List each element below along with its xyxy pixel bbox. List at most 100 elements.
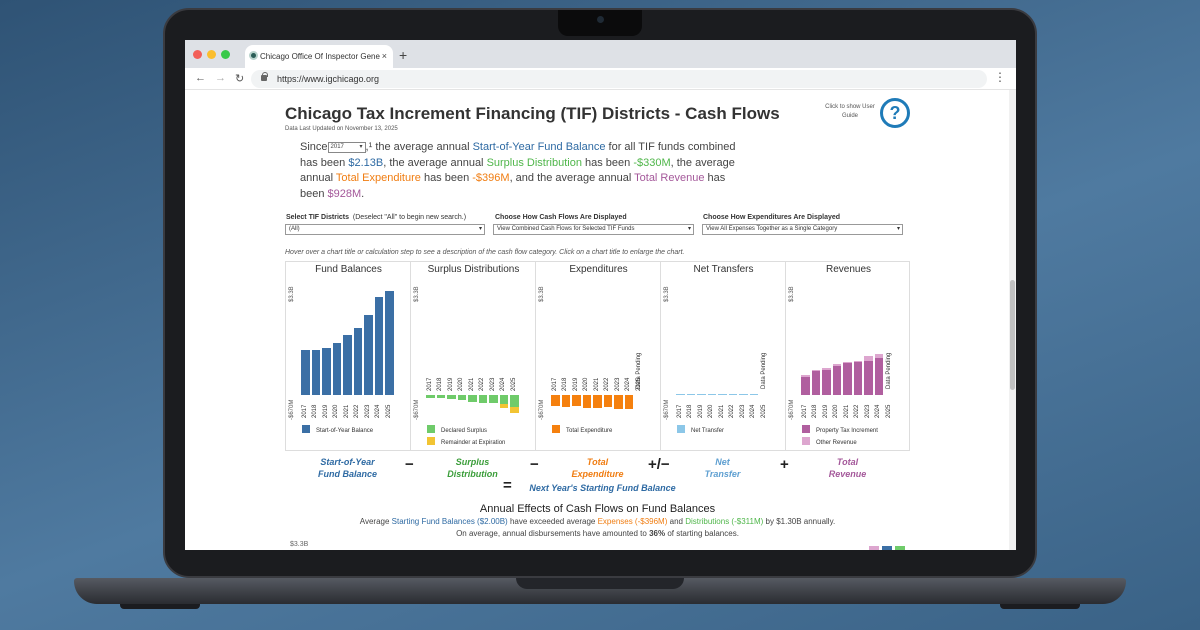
panel-title[interactable]: Expenditures bbox=[569, 264, 628, 275]
browser-tab-bar: Chicago Office Of Inspector Gene × + bbox=[185, 40, 1016, 68]
summary-text: has been bbox=[300, 172, 726, 200]
bar-net-transfer-2020 bbox=[707, 393, 716, 395]
legend-swatch bbox=[677, 425, 685, 433]
bar-total-expenditure-2023 bbox=[614, 395, 623, 409]
panel-title[interactable]: Revenues bbox=[825, 264, 872, 275]
bar-property-tax-increment-2021 bbox=[843, 363, 852, 395]
summary-text: , the average annual bbox=[383, 156, 487, 169]
reload-icon[interactable]: ↻ bbox=[235, 73, 245, 85]
formula-operator: + bbox=[780, 456, 789, 473]
formula-result[interactable]: Next Year's Starting Fund Balance bbox=[529, 483, 676, 493]
expenditure-display-select[interactable]: View All Expenses Together as a Single C… bbox=[702, 224, 903, 235]
summary-text: , and the average annual bbox=[509, 172, 635, 184]
bar-other-revenue-2020 bbox=[832, 364, 841, 366]
bar-start-of-year-balance-2025 bbox=[385, 290, 394, 395]
tif-district-select[interactable]: (All) bbox=[285, 224, 485, 235]
year-select[interactable]: 2017 bbox=[327, 141, 366, 153]
bar-net-transfer-2021 bbox=[718, 393, 727, 395]
scrollbar-thumb[interactable] bbox=[1010, 280, 1015, 390]
x-tick-label: 2023 bbox=[614, 377, 621, 391]
laptop-foot-left bbox=[120, 604, 200, 609]
bar-declared-surplus-2017 bbox=[426, 395, 435, 398]
help-icon[interactable]: ? bbox=[880, 98, 910, 128]
x-tick-label: 2022 bbox=[854, 404, 860, 418]
x-tick-label: 2017 bbox=[301, 404, 308, 418]
forward-icon[interactable]: → bbox=[215, 72, 226, 84]
cashflow-display-label: Choose How Cash Flows Are Displayed bbox=[495, 214, 627, 221]
x-tick-label: 2025 bbox=[885, 404, 892, 418]
expenditure-label: Total Expenditure bbox=[335, 172, 421, 184]
annual-text: have exceeded average bbox=[507, 517, 598, 526]
x-tick-label: 2023 bbox=[489, 377, 496, 391]
x-tick-label: 2020 bbox=[708, 404, 714, 418]
formula-term[interactable]: Surplus Distribution bbox=[447, 457, 498, 479]
x-tick-label: 2021 bbox=[718, 404, 725, 418]
panel-title[interactable]: Fund Balances bbox=[315, 264, 382, 275]
bar-other-revenue-2023 bbox=[864, 356, 873, 361]
chart-panel-net-transfers: Net Transfers $3.3B -$670M 2017 2018 2019 2020… bbox=[661, 262, 786, 450]
x-tick-label: 2019 bbox=[447, 377, 454, 391]
formula-term[interactable]: Total Expenditure bbox=[571, 457, 624, 479]
summary-text: Since bbox=[300, 141, 328, 153]
bar-other-revenue-2022 bbox=[853, 360, 862, 363]
annual-text: and bbox=[667, 517, 686, 526]
bar-total-expenditure-2024 bbox=[624, 395, 633, 410]
panel-title[interactable]: Net Transfers bbox=[693, 264, 754, 275]
x-tick-label: 2019 bbox=[322, 404, 329, 418]
browser-menu-icon[interactable]: ⋮ bbox=[994, 70, 1006, 84]
x-tick-label: 2019 bbox=[697, 404, 704, 418]
footnote-mark: ,¹ bbox=[365, 141, 373, 153]
legend-swatch bbox=[802, 425, 810, 433]
user-guide-label[interactable]: Click to show User Guide bbox=[825, 104, 875, 119]
bar-start-of-year-balance-2022 bbox=[353, 327, 362, 395]
bar-property-tax-increment-2018 bbox=[811, 371, 820, 395]
formula-operator: − bbox=[530, 456, 539, 473]
expenditure-value: -$396M bbox=[472, 172, 510, 184]
bar-other-revenue-2019 bbox=[822, 368, 831, 370]
minimize-window-icon[interactable] bbox=[207, 50, 216, 59]
x-tick-label: 2018 bbox=[562, 377, 568, 391]
browser-tab[interactable]: Chicago Office Of Inspector Gene × bbox=[245, 45, 393, 68]
url-input[interactable]: https://www.igchicago.org bbox=[251, 70, 987, 88]
bar-remainder-at-expiration-2025 bbox=[510, 407, 519, 414]
annual-chart-legend-swatch bbox=[895, 546, 905, 550]
back-icon[interactable]: ← bbox=[195, 72, 206, 84]
formula-equals: = bbox=[503, 477, 512, 494]
cashflow-display-select[interactable]: View Combined Cash Flows for Selected TI… bbox=[493, 224, 694, 235]
page-title: Chicago Tax Increment Financing (TIF) Di… bbox=[285, 104, 780, 123]
formula-term[interactable]: Net Transfer bbox=[704, 457, 741, 479]
panel-title[interactable]: Surplus Distributions bbox=[427, 264, 520, 275]
legend-swatch bbox=[427, 425, 435, 433]
surplus-value: -$330M bbox=[633, 156, 671, 169]
y-axis-bottom-label: -$670M bbox=[539, 399, 545, 420]
bar-remainder-at-expiration-2024 bbox=[499, 404, 508, 408]
y-axis-bottom-label: -$670M bbox=[789, 399, 795, 420]
y-axis-top-label: $3.3B bbox=[664, 286, 670, 302]
formula-term[interactable]: Start-of-Year Fund Balance bbox=[317, 457, 377, 479]
tif-filter-title: Select TIF Districts bbox=[286, 214, 350, 221]
x-tick-label: 2020 bbox=[583, 377, 589, 391]
annual-text: of starting balances. bbox=[665, 529, 739, 538]
bar-declared-surplus-2020 bbox=[457, 395, 466, 401]
bar-total-expenditure-2017 bbox=[551, 395, 560, 407]
maximize-window-icon[interactable] bbox=[221, 50, 230, 59]
bar-property-tax-increment-2023 bbox=[864, 360, 873, 395]
summary-text: the average annual bbox=[372, 141, 473, 153]
bar-start-of-year-balance-2024 bbox=[374, 297, 383, 395]
close-window-icon[interactable] bbox=[193, 50, 202, 59]
chart-panel-revenues: Revenues $3.3B -$670M 2017 2018 2019 2020 2021 2… bbox=[786, 262, 911, 450]
bar-declared-surplus-2025 bbox=[510, 395, 519, 408]
data-pending-label: Data Pending bbox=[760, 352, 767, 389]
legend-item: Declared Surplus bbox=[427, 425, 487, 434]
x-tick-label: 2022 bbox=[354, 404, 360, 418]
legend-item: Other Revenue bbox=[802, 437, 857, 446]
x-tick-label: 2017 bbox=[426, 377, 433, 391]
annual-effects-title: Annual Effects of Cash Flows on Fund Bal… bbox=[479, 503, 716, 515]
bar-declared-surplus-2018 bbox=[436, 395, 445, 399]
formula-term[interactable]: Total Revenue bbox=[828, 457, 867, 479]
tab-close-icon[interactable]: × bbox=[381, 51, 387, 61]
page-scrollbar[interactable] bbox=[1009, 90, 1016, 550]
new-tab-button[interactable]: + bbox=[399, 47, 408, 63]
legend-swatch bbox=[302, 425, 310, 433]
page-content: Chicago Tax Increment Financing (TIF) Di… bbox=[185, 90, 1009, 550]
